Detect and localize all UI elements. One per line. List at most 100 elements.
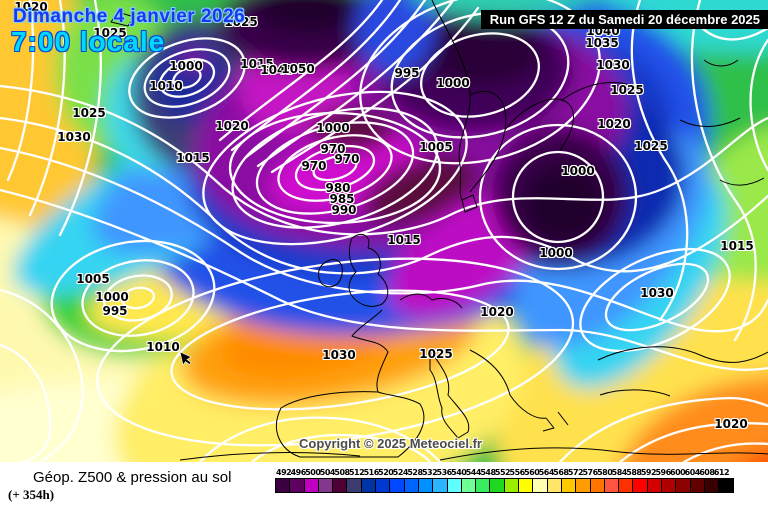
pressure-label: 990 (331, 203, 357, 217)
pressure-label: 1020 (480, 305, 514, 319)
pressure-label: 980 (325, 181, 351, 195)
legend-tick: 592 (640, 468, 657, 477)
pressure-label: 1015 (240, 57, 274, 71)
legend-tick: 524 (392, 468, 409, 477)
legend-swatch (560, 478, 577, 493)
map-graphic (0, 0, 768, 462)
legend-tick: 496 (290, 468, 307, 477)
coastlines (110, 0, 768, 461)
pressure-label: 1005 (76, 272, 110, 286)
legend-swatch (703, 478, 720, 493)
pressure-label: 1005 (419, 140, 453, 154)
legend-tick: 588 (626, 468, 642, 477)
pressure-label: 1020 (597, 117, 631, 131)
pressure-label: 1035 (585, 36, 619, 50)
legend-tick: 504 (319, 468, 336, 477)
chart-footer: Géop. Z500 & pression au sol (+ 354h) 49… (0, 462, 768, 512)
legend-swatch (503, 478, 520, 493)
forecast-hour: (+ 354h) (8, 487, 55, 502)
valid-date-label: Dimanche 4 janvier 2026 (13, 6, 246, 27)
legend-tick: 560 (524, 468, 540, 477)
legend-swatch (603, 478, 620, 493)
pressure-label: 1025 (634, 139, 668, 153)
legend-swatch (475, 478, 491, 493)
pressure-label: 1000 (539, 246, 573, 260)
legend-tick: 596 (655, 468, 671, 477)
pressure-label: 1015 (720, 239, 754, 253)
pressure-contours (0, 0, 768, 462)
valid-time-label: 7:00 locale (11, 26, 166, 57)
legend-swatch (618, 478, 634, 493)
legend-swatch (332, 478, 348, 493)
legend-swatch (317, 478, 334, 493)
pressure-label: 1000 (561, 164, 595, 178)
pressure-label: 970 (301, 159, 327, 173)
legend-tick: 536 (436, 468, 453, 477)
legend-swatch (661, 478, 677, 493)
pressure-label: 995 (394, 66, 420, 80)
pressure-label: 1020 (215, 119, 249, 133)
legend-tick: 500 (305, 468, 321, 477)
legend-swatch-row (275, 478, 746, 493)
legend-tick: 568 (553, 468, 569, 477)
legend-tick: 548 (480, 468, 496, 477)
legend-tick: 576 (582, 468, 598, 477)
legend-swatch (446, 478, 462, 493)
legend-tick: 540 (451, 468, 467, 477)
legend-swatch (632, 478, 648, 493)
legend-swatch (718, 478, 734, 493)
map-title: Géop. Z500 & pression au sol (33, 469, 232, 486)
run-info-bar: Run GFS 12 Z du Samedi 20 décembre 2025 (480, 10, 768, 29)
legend-tick: 612 (713, 468, 730, 477)
pressure-label: 1010 (146, 340, 180, 354)
pressure-label: 1025 (610, 83, 644, 97)
legend-swatch (403, 478, 419, 493)
pressure-label: 1030 (57, 130, 91, 144)
pressure-label: 1025 (419, 347, 453, 361)
legend-swatch (675, 478, 691, 493)
legend-swatch (360, 478, 377, 493)
legend-tick: 508 (334, 468, 350, 477)
pressure-label: 985 (329, 192, 355, 206)
pressure-label: 1025 (224, 15, 258, 29)
legend-swatch (375, 478, 391, 493)
copyright-watermark: Copyright © 2025 Meteociel.fr (299, 436, 482, 451)
legend-tick: 532 (421, 468, 438, 477)
legend-tick: 580 (597, 468, 613, 477)
legend-tick: 516 (363, 468, 380, 477)
legend-swatch (389, 478, 405, 493)
pressure-label: 1010 (149, 79, 183, 93)
legend-scale: 492 496 500 504 508 512 516 520 524 528 532 536 540 5… (275, 468, 746, 493)
legend-tick: 584 (611, 468, 628, 477)
legend-swatch (432, 478, 448, 493)
legend-swatch (460, 478, 477, 493)
legend-swatch (417, 478, 434, 493)
pressure-label: 1000 (436, 76, 470, 90)
legend-swatch (303, 478, 319, 493)
pressure-label: 1030 (322, 348, 356, 362)
legend-swatch (689, 478, 705, 493)
pressure-label: 1000 (316, 121, 350, 135)
legend-tick-row: 492 496 500 504 508 512 516 520 524 528 532 536 540 5… (276, 468, 746, 477)
pressure-label: 1025 (93, 26, 127, 40)
legend-swatch (646, 478, 663, 493)
legend-tick: 512 (348, 468, 365, 477)
pressure-label: 1020 (14, 0, 48, 14)
pressure-label: 970 (334, 152, 360, 166)
legend-tick: 600 (670, 468, 686, 477)
legend-swatch (589, 478, 605, 493)
pressure-label: 1030 (640, 286, 674, 300)
legend-swatch (546, 478, 562, 493)
legend-swatch (489, 478, 505, 493)
legend-tick: 564 (538, 468, 555, 477)
legend-tick: 528 (407, 468, 423, 477)
legend-tick: 608 (699, 468, 715, 477)
legend-tick: 604 (684, 468, 701, 477)
mouse-cursor-icon (179, 351, 192, 366)
pressure-label: 1000 (169, 59, 203, 73)
legend-swatch (518, 478, 534, 493)
legend-tick: 520 (378, 468, 394, 477)
legend-swatch (346, 478, 362, 493)
weather-map: 1020 1025 1025 1000 1010 1015 1045 1050 1025 1030… (0, 0, 768, 462)
